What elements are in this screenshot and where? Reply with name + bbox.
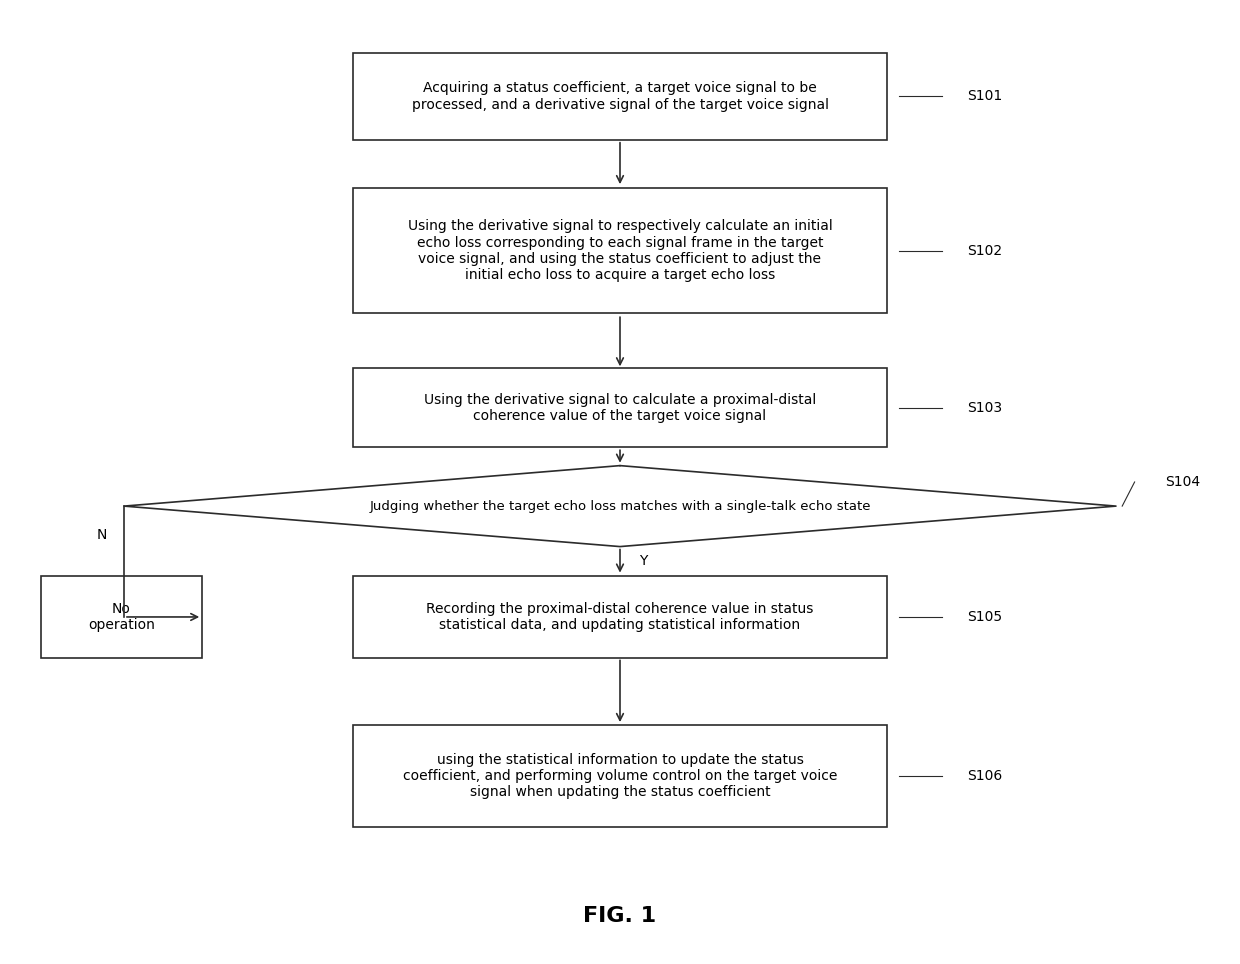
Text: S101: S101 (967, 90, 1002, 103)
Text: Acquiring a status coefficient, a target voice signal to be
processed, and a der: Acquiring a status coefficient, a target… (412, 81, 828, 112)
Text: FIG. 1: FIG. 1 (584, 906, 656, 925)
Polygon shape (124, 466, 1116, 547)
Text: Judging whether the target echo loss matches with a single-talk echo state: Judging whether the target echo loss mat… (370, 499, 870, 513)
FancyBboxPatch shape (353, 576, 887, 657)
Text: Y: Y (639, 554, 647, 568)
Text: N: N (97, 528, 107, 542)
Text: No
operation: No operation (88, 602, 155, 632)
FancyBboxPatch shape (353, 53, 887, 140)
Text: S104: S104 (1166, 475, 1200, 489)
Text: Recording the proximal-distal coherence value in status
statistical data, and up: Recording the proximal-distal coherence … (427, 602, 813, 632)
Text: S103: S103 (967, 401, 1002, 415)
Text: S102: S102 (967, 244, 1002, 257)
Text: S105: S105 (967, 610, 1002, 624)
Text: using the statistical information to update the status
coefficient, and performi: using the statistical information to upd… (403, 753, 837, 799)
Text: Using the derivative signal to respectively calculate an initial
echo loss corre: Using the derivative signal to respectiv… (408, 220, 832, 281)
FancyBboxPatch shape (353, 188, 887, 313)
Text: S106: S106 (967, 769, 1002, 783)
Text: Using the derivative signal to calculate a proximal-distal
coherence value of th: Using the derivative signal to calculate… (424, 392, 816, 423)
FancyBboxPatch shape (41, 576, 202, 657)
FancyBboxPatch shape (353, 725, 887, 826)
FancyBboxPatch shape (353, 368, 887, 447)
